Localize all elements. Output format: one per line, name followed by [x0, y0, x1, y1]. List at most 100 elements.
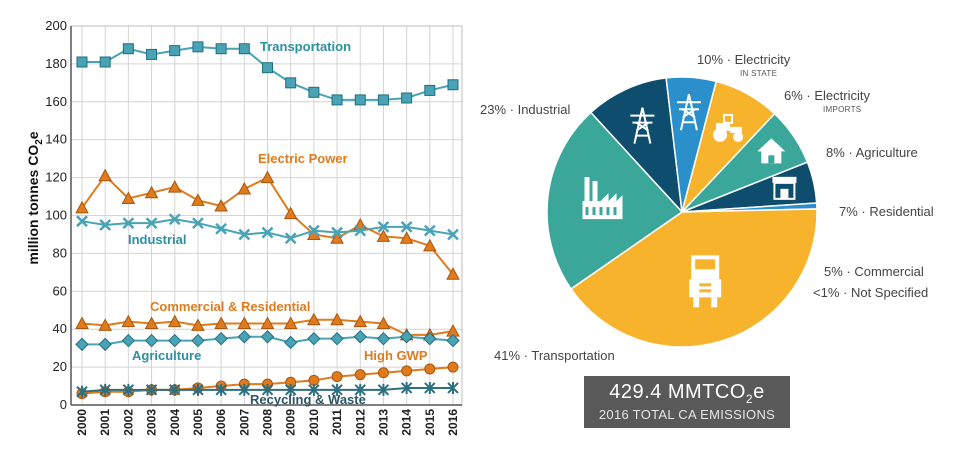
house-icon	[757, 138, 786, 164]
data-point	[214, 331, 228, 346]
data-point	[145, 383, 158, 396]
pie-labels: 10% · Electricity IN STATE 6% · Electricit…	[480, 52, 934, 363]
data-point	[169, 45, 181, 57]
data-point	[260, 170, 275, 184]
data-point	[146, 48, 158, 60]
data-point	[331, 383, 343, 396]
data-point	[167, 180, 182, 193]
data-point	[168, 213, 181, 226]
y-tick-label: 40	[53, 321, 67, 336]
data-point	[331, 371, 343, 383]
x-tick-label: 2010	[307, 409, 321, 436]
power-tower-icon	[676, 94, 701, 131]
data-point	[400, 381, 413, 394]
data-point	[261, 226, 274, 239]
series-label: Agriculture	[132, 348, 201, 363]
data-point	[401, 92, 413, 104]
data-point	[262, 62, 273, 74]
data-point	[377, 94, 389, 106]
data-point	[238, 383, 251, 396]
data-point	[353, 217, 368, 231]
data-point	[98, 337, 112, 352]
series-label: Recycling & Waste	[250, 392, 366, 407]
data-point	[377, 220, 390, 233]
data-point	[260, 316, 275, 330]
line-chart: 0 20 40 60 80 100 120 140 160 180 200 2000 2001 2002 2…	[25, 18, 463, 436]
data-point	[191, 318, 205, 331]
data-point	[422, 238, 437, 252]
x-tick-label: 2009	[284, 409, 298, 436]
data-point	[215, 222, 228, 235]
total-emissions-caption: 2016 TOTAL CA EMISSIONS	[598, 407, 776, 422]
y-tick-label: 0	[60, 397, 67, 412]
data-point	[331, 94, 343, 106]
data-point	[191, 193, 205, 206]
data-point	[307, 224, 320, 237]
data-point	[376, 331, 391, 346]
x-tick-label: 2016	[446, 409, 460, 436]
data-point	[75, 316, 89, 330]
series-label: High GWP	[364, 348, 428, 363]
data-point	[98, 168, 113, 182]
data-point	[353, 330, 367, 344]
data-point	[283, 206, 298, 220]
data-point	[192, 383, 204, 396]
data-point	[215, 383, 227, 396]
data-point	[354, 94, 366, 106]
pie-slice-label: 41% · Transportation	[494, 348, 615, 363]
pie-slice-label: 10% · Electricity	[697, 52, 791, 67]
y-tick-label: 60	[53, 283, 67, 298]
data-point	[446, 333, 460, 348]
data-point	[354, 224, 367, 237]
data-point	[446, 267, 460, 280]
data-point	[75, 200, 89, 214]
pie-slice-label: 8% · Agriculture	[826, 145, 918, 160]
data-point	[237, 316, 252, 330]
x-tick-label: 2007	[237, 409, 251, 436]
series-industrial	[76, 213, 459, 245]
data-point	[307, 312, 321, 326]
data-point	[167, 314, 182, 328]
x-tick-label: 2015	[423, 409, 437, 436]
data-point	[423, 224, 436, 237]
series-labels: Transportation Electric Power Industrial Co…	[128, 39, 428, 407]
y-tick-label: 80	[53, 245, 67, 260]
y-tick-label: 100	[45, 208, 67, 223]
data-point	[76, 385, 88, 398]
data-point	[330, 331, 344, 346]
data-point	[76, 215, 88, 228]
data-point	[308, 86, 320, 98]
data-point	[169, 383, 181, 396]
total-emissions-box: 429.4 MMTCO2e 2016 TOTAL CA EMISSIONS	[584, 376, 790, 428]
pie-icons	[582, 94, 797, 308]
x-tick-label: 2008	[261, 409, 275, 436]
series-transportation	[76, 41, 459, 106]
data-point	[376, 316, 391, 330]
series-recycling-waste	[76, 381, 459, 398]
x-tick-label: 2002	[121, 409, 135, 436]
data-point	[285, 77, 297, 89]
pie-chart: 10% · Electricity IN STATE 6% · Electricit…	[480, 52, 934, 363]
pie-slice	[589, 77, 684, 215]
total-emissions-value: 429.4 MMTCO2e	[609, 381, 765, 406]
data-point	[215, 43, 227, 55]
data-point	[424, 381, 436, 394]
factory-icon	[582, 177, 623, 220]
data-point	[354, 383, 366, 396]
y-tick-label: 140	[45, 132, 67, 147]
x-tick-label: 2005	[191, 409, 205, 436]
data-point	[99, 383, 111, 396]
y-tick-label: 160	[45, 94, 67, 109]
pie-slice-label: 5% · Commercial	[824, 264, 924, 279]
y-axis-label-subscript: 2	[34, 139, 45, 145]
data-point	[353, 314, 368, 328]
x-tick-label: 2012	[353, 409, 367, 436]
data-point	[447, 228, 459, 241]
data-point	[377, 383, 390, 396]
series-agriculture	[75, 330, 460, 352]
data-point	[238, 228, 251, 241]
data-point	[144, 185, 159, 199]
x-tick-label: 2006	[214, 409, 228, 436]
data-point	[424, 84, 436, 96]
data-point	[144, 333, 159, 348]
